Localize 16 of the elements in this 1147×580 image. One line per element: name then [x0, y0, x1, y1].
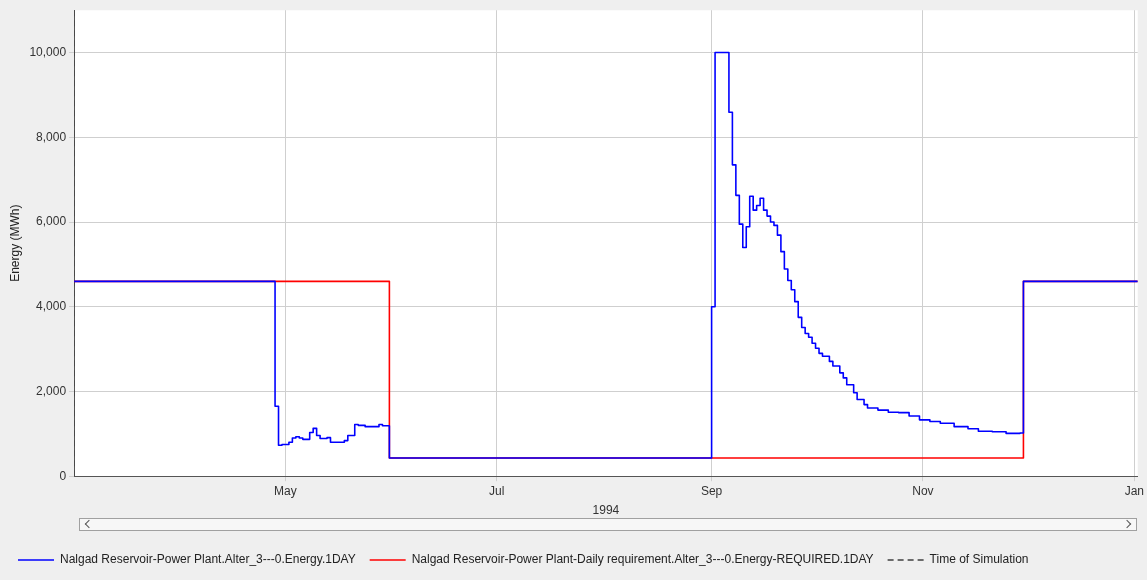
y-tick-label: 10,000 [29, 44, 67, 59]
x-tick-label: Nov [912, 483, 934, 498]
x-axis-title: 1994 [592, 503, 620, 518]
x-tick-label: May [274, 483, 297, 498]
x-tick-label: Sep [700, 483, 723, 498]
y-tick-label: 2,000 [36, 383, 67, 398]
y-axis-title: Energy (MWh) [7, 204, 22, 282]
y-tick-label: 4,000 [36, 299, 67, 314]
y-tick-label: 6,000 [36, 214, 67, 229]
x-tick-label: Jan [1124, 483, 1144, 498]
legend-label: Nalgad Reservoir-Power Plant-Daily requirement.Alter_3---0.Energy-REQUIRED.1DAY [411, 552, 874, 567]
legend-label: Nalgad Reservoir-Power Plant.Alter_3---0.Energy.1DAY [60, 552, 356, 567]
y-tick-label: 0 [59, 468, 67, 483]
x-tick-label: Jul [489, 483, 505, 498]
legend-label: Time of Simulation [929, 552, 1029, 567]
y-tick-label: 8,000 [36, 129, 67, 144]
